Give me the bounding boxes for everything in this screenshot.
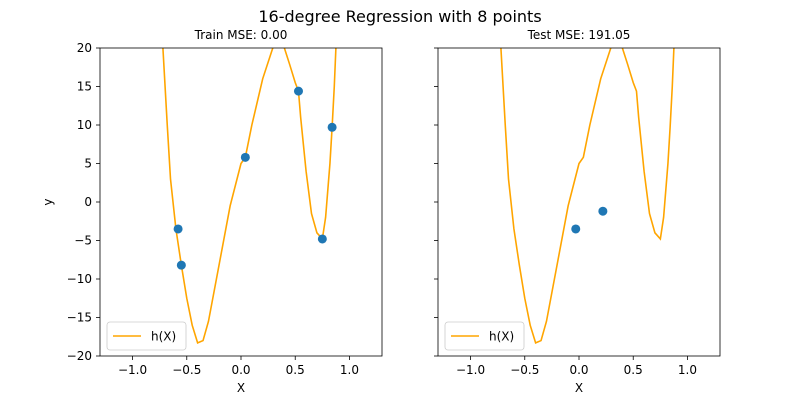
model-curve xyxy=(162,48,337,344)
model-curve xyxy=(500,48,675,344)
train-panel: −1.0 −0.5 0.0 0.5 1.0 −20 −15 −10 −5 0 5 10 15 20 Trai… xyxy=(41,28,383,395)
axes-frame xyxy=(99,47,383,357)
x-axis-label: X xyxy=(237,381,245,395)
x-tick-label: −0.5 xyxy=(510,363,539,377)
data-point xyxy=(317,234,327,244)
legend-box xyxy=(106,321,187,351)
x-tick-label: 0.0 xyxy=(569,363,588,377)
panel-title: Test MSE: 191.05 xyxy=(527,28,631,42)
figure-title: 16-degree Regression with 8 points xyxy=(258,7,541,26)
data-point xyxy=(598,206,608,216)
legend: h(X) xyxy=(444,321,525,351)
x-tick-label: 0.5 xyxy=(624,363,643,377)
data-point xyxy=(327,122,337,132)
y-tick-label: −10 xyxy=(67,272,92,286)
test-panel: −1.0 −0.5 0.0 0.5 1.0 Test MSE: 191.05 Xh(X) xyxy=(434,28,721,395)
data-point xyxy=(176,260,186,270)
x-tick-label: 0.0 xyxy=(231,363,250,377)
legend-label: h(X) xyxy=(489,330,514,344)
y-tick-label: 20 xyxy=(77,41,92,55)
data-point xyxy=(240,152,250,162)
y-tick-label: 0 xyxy=(84,195,92,209)
y-axis-label: y xyxy=(41,198,55,205)
legend-label: h(X) xyxy=(151,330,176,344)
legend-box xyxy=(444,321,525,351)
x-tick-label: −1.0 xyxy=(456,363,485,377)
y-tick-label: −5 xyxy=(74,234,92,248)
x-tick-label: −1.0 xyxy=(118,363,147,377)
y-tick-label: −15 xyxy=(67,311,92,325)
x-axis-label: X xyxy=(575,381,583,395)
x-tick-label: −0.5 xyxy=(172,363,201,377)
x-tick-label: 0.5 xyxy=(286,363,305,377)
y-tick-label: −20 xyxy=(67,349,92,363)
axes-frame xyxy=(437,47,721,357)
data-point xyxy=(571,224,581,234)
y-tick-label: 5 xyxy=(84,157,92,171)
data-point xyxy=(173,224,183,234)
legend: h(X) xyxy=(106,321,187,351)
panel-title: Train MSE: 0.00 xyxy=(194,28,288,42)
y-tick-label: 10 xyxy=(77,118,92,132)
data-point xyxy=(293,86,303,96)
x-tick-label: 1.0 xyxy=(678,363,697,377)
x-tick-label: 1.0 xyxy=(340,363,359,377)
y-tick-label: 15 xyxy=(77,80,92,94)
